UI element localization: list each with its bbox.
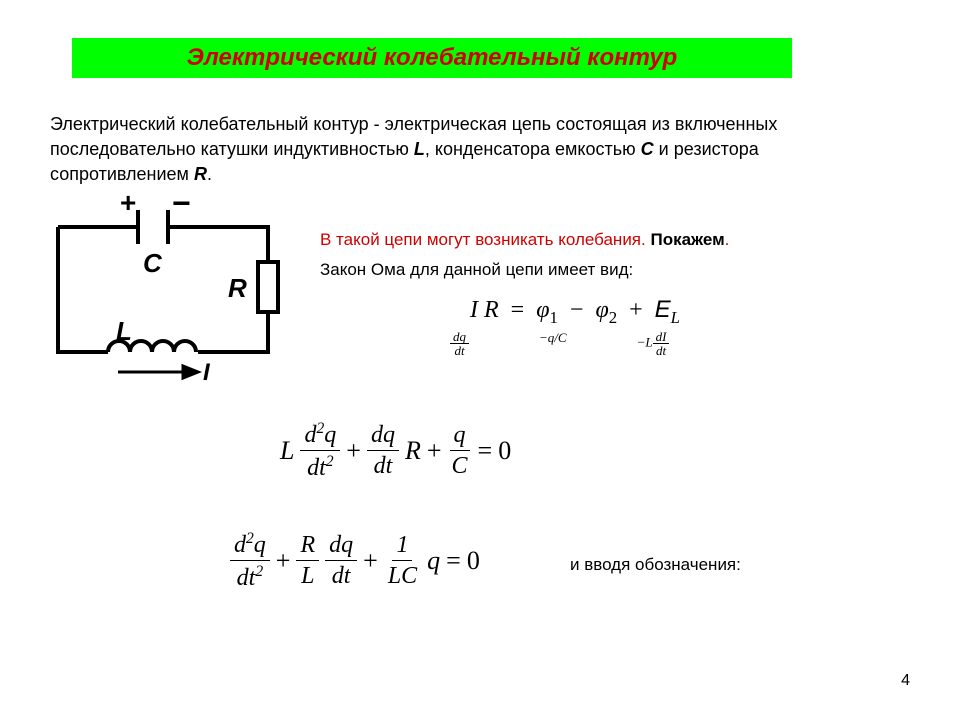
circuit-diagram: + − C R L I [38,192,308,382]
label-i: I [203,359,211,382]
equation-2: L d2qdt2 + dqdt R + qC = 0 [280,420,511,482]
label-c: C [143,248,163,278]
notation-text: и вводя обозначения: [570,555,741,575]
equation-1-substitutions: dqdt −q/C −LdIdt [450,330,669,357]
ohm-law-text: Закон Ома для данной цепи имеет вид: [320,260,633,280]
equation-1: I R = φ1 − φ2 + EL [470,296,680,328]
label-r: R [228,273,247,303]
label-l: L [116,316,132,346]
equation-3: d2qdt2 + RL dqdt + 1LC q = 0 [230,530,480,592]
red-intro-text: В такой цепи могут возникать колебания. … [320,230,729,250]
page-number: 4 [901,672,910,690]
page-title: Электрический колебательный контур [187,44,678,72]
label-plus: + [120,192,136,218]
label-minus: − [172,192,191,221]
definition-text: Электрический колебательный контур - эле… [50,112,900,188]
title-bar: Электрический колебательный контур [72,38,792,78]
